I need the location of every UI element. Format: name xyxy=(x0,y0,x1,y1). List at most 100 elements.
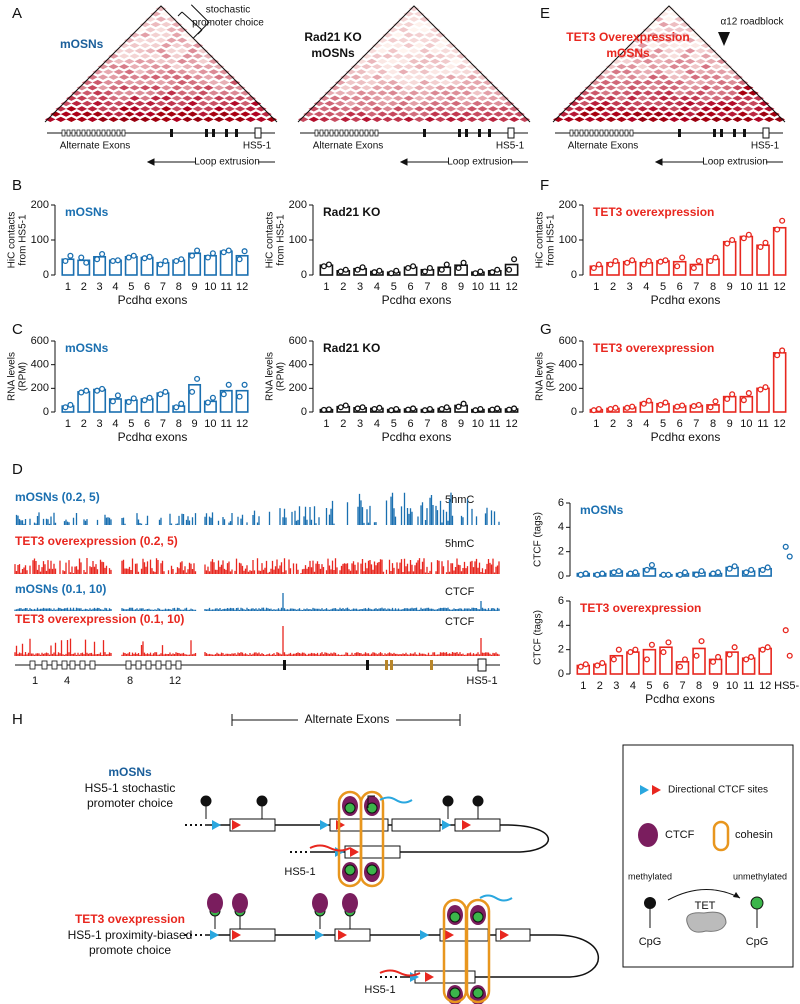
hic-cell xyxy=(245,116,256,122)
hic-cell xyxy=(690,32,701,38)
hic-cell xyxy=(187,58,198,64)
exon xyxy=(76,129,81,137)
hic-cell xyxy=(371,95,383,101)
hic-cell xyxy=(145,27,156,33)
replicate-dot xyxy=(359,264,366,271)
replicate-dot xyxy=(707,257,714,265)
panel-letter: E xyxy=(540,5,550,22)
hic-cell xyxy=(197,90,209,96)
bar xyxy=(756,244,770,276)
y-axis-label: (RPM) xyxy=(276,362,287,391)
x-tick-label: 6 xyxy=(408,281,414,293)
arrowhead xyxy=(718,32,730,46)
hic-cell xyxy=(429,100,441,107)
x-tick-label: 6 xyxy=(677,418,683,430)
hic-cell xyxy=(87,106,98,112)
hic-cell xyxy=(445,42,457,49)
x-tick-label: 5 xyxy=(646,680,652,692)
hic-cell xyxy=(176,100,188,107)
hic-cell xyxy=(87,116,98,122)
ctcf-site xyxy=(210,930,219,940)
hic-cell xyxy=(134,100,146,107)
bar xyxy=(772,352,787,413)
y-tick-label: 600 xyxy=(31,335,49,347)
hic-cell xyxy=(774,116,785,122)
hic-cell xyxy=(161,116,172,122)
x-tick-label: 10 xyxy=(740,418,752,430)
x-tick-label: 11 xyxy=(757,281,768,293)
hic-cell xyxy=(324,111,335,117)
hic-cell xyxy=(579,90,590,96)
hic-cell xyxy=(329,116,341,122)
hic-cell xyxy=(187,100,198,107)
hic-cell xyxy=(139,116,151,122)
replicate-dot xyxy=(67,401,74,408)
hic-cell xyxy=(605,116,617,122)
hic-cell xyxy=(387,100,399,107)
hic-cell xyxy=(361,74,372,80)
hic-cell xyxy=(176,90,188,96)
hic-cell xyxy=(139,106,151,112)
hic-cell xyxy=(166,37,177,43)
hic-cell xyxy=(382,74,393,80)
hic-cell xyxy=(108,95,119,101)
replicate-dot xyxy=(354,266,361,273)
hic-cell xyxy=(398,27,409,33)
chart-title: mOSNs xyxy=(65,205,109,219)
x-tick-label: 9 xyxy=(192,281,198,293)
hic-cell xyxy=(621,90,633,96)
hic-cell xyxy=(424,95,436,101)
hic-cell xyxy=(234,106,246,112)
replicate-dot xyxy=(83,387,90,394)
hic-cell xyxy=(240,111,251,117)
model-text: HS5-1 proximity-biased xyxy=(68,928,193,942)
hic-outline xyxy=(552,5,786,123)
hic-cell xyxy=(150,32,161,38)
y-tick-label: 100 xyxy=(31,234,49,246)
hic-cell xyxy=(589,79,601,86)
x-tick-label: 2 xyxy=(81,418,87,430)
exon xyxy=(334,928,371,942)
replicate-dot xyxy=(342,402,349,409)
hic-cell xyxy=(642,48,654,54)
hic-cell xyxy=(445,53,457,59)
hic-cell xyxy=(695,100,706,107)
hic-cell xyxy=(398,79,409,86)
replicate-dot xyxy=(729,391,736,398)
hic-cell xyxy=(261,111,272,117)
exon xyxy=(106,129,111,137)
hic-cell xyxy=(705,58,717,64)
hic-cell xyxy=(632,90,643,96)
hic-cell xyxy=(663,27,675,33)
exon xyxy=(329,818,389,832)
exon xyxy=(229,928,276,942)
hic-cell xyxy=(387,58,399,64)
hic-cell xyxy=(229,111,241,117)
hic-cell xyxy=(361,64,372,70)
hic-cell xyxy=(472,79,483,86)
hic-cell xyxy=(711,106,722,112)
hic-cell xyxy=(647,53,659,59)
replicate-dot xyxy=(607,261,614,268)
hic-cell xyxy=(669,106,680,112)
hic-cell xyxy=(134,58,146,64)
hic-cell xyxy=(637,85,648,91)
chart-title: mOSNs xyxy=(65,341,109,355)
hic-cell xyxy=(445,116,457,122)
replicate-dot xyxy=(599,659,606,667)
replicate-dot xyxy=(757,386,764,393)
hic-cell xyxy=(408,69,420,75)
x-tick-label: 1 xyxy=(593,418,599,430)
hic-cell xyxy=(203,95,214,101)
hic-cell xyxy=(213,64,225,70)
hic-cell xyxy=(732,95,743,101)
hic-cell xyxy=(653,100,664,107)
hic-cell xyxy=(161,32,172,38)
legend-box xyxy=(622,744,794,968)
hic-cell xyxy=(334,90,346,96)
hic-cell xyxy=(450,100,462,107)
hic-cell xyxy=(361,53,372,59)
replicate-dot xyxy=(645,257,652,265)
hic-cell xyxy=(642,79,654,86)
replicate-dot xyxy=(393,267,400,274)
